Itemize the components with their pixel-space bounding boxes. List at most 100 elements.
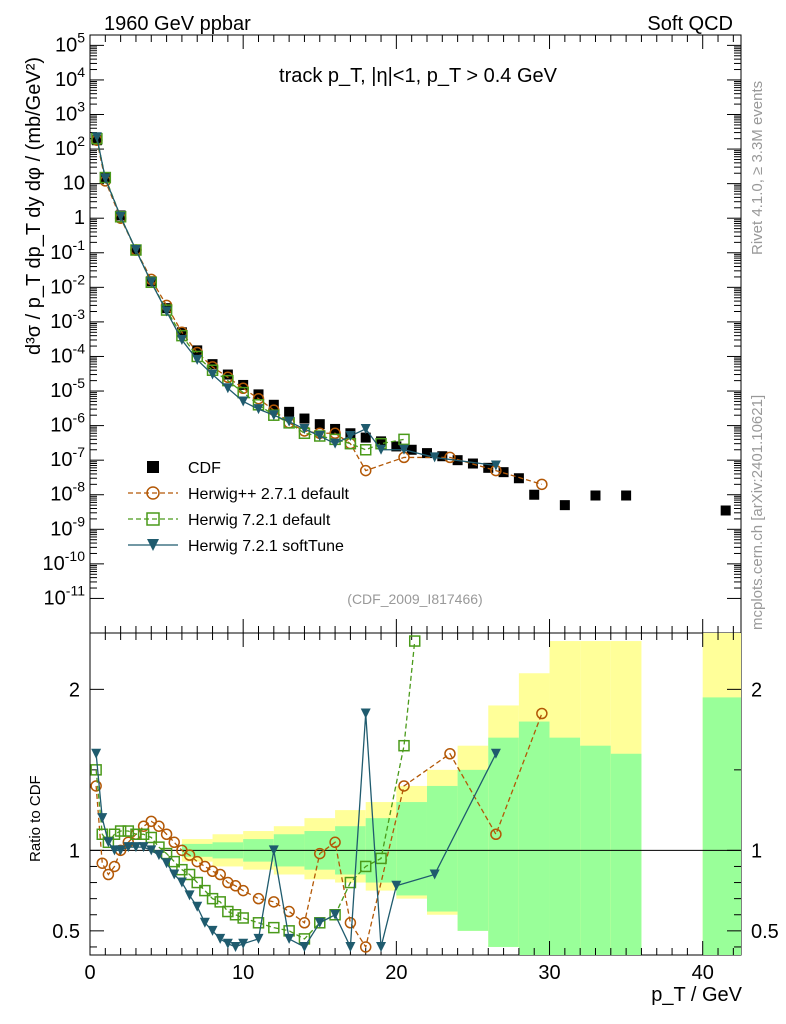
cdf-point [192, 345, 203, 356]
herwig7-default-point [146, 512, 160, 526]
main-y-tick-label: 10-8 [50, 479, 85, 506]
herwig7-softtune-point [429, 452, 440, 463]
herwig7-default-point [229, 909, 242, 921]
main-series-line [96, 140, 543, 485]
herwig7-softtune-point [314, 917, 325, 928]
herwigpp-point [398, 780, 410, 792]
x-tick-label: 0 [84, 962, 95, 984]
herwigpp-point [329, 836, 341, 849]
herwig7-softtune-point [199, 917, 210, 928]
herwigpp-point [490, 828, 502, 840]
herwig7-softtune-point [284, 933, 295, 944]
herwig7-softtune-point [299, 423, 310, 434]
herwig7-softtune-point [345, 941, 356, 952]
herwigpp-point [183, 849, 196, 861]
herwig7-softtune-point [161, 858, 172, 869]
main-y-tick-label: 10-5 [50, 375, 85, 402]
mcplots-label: mcplots.cern.ch [arXiv:2401.10621] [749, 395, 766, 630]
herwig7-default-point [191, 876, 203, 889]
herwigpp-point [102, 868, 115, 881]
cdf-point [720, 505, 731, 516]
herwigpp-point [146, 486, 160, 500]
main-y-tick-label: 10-3 [50, 306, 85, 333]
legend-label: Herwig 7.2.1 default [188, 512, 331, 529]
herwig7-softtune-point [147, 539, 159, 551]
herwig7-softtune-point [222, 383, 233, 394]
herwig7-default-point [408, 635, 421, 647]
herwig7-softtune-point [161, 306, 172, 317]
plot-title: track p_T, |η|<1, p_T > 0.4 GeV [279, 65, 558, 87]
herwig7-softtune-point [299, 941, 310, 952]
cdf-point [299, 413, 310, 424]
herwigpp-point [252, 892, 265, 905]
herwigpp-point [359, 941, 372, 953]
main-axes: 10510410310210110-110-210-310-410-510-61… [43, 29, 741, 633]
herwig7-softtune-point [238, 396, 249, 407]
x-axis-label: p_T / GeV [651, 984, 742, 1006]
herwig7-softtune-point [207, 925, 218, 936]
herwig7-default-point [130, 828, 142, 840]
legend-label: Herwig 7.2.1 softTune [188, 538, 344, 555]
green-band-bin [518, 721, 550, 955]
legend-label: Herwig++ 2.7.1 default [188, 486, 350, 503]
cdf-point [238, 379, 249, 390]
herwigpp-point [252, 392, 265, 405]
herwig7-default-point [359, 444, 372, 456]
herwigpp-point [536, 478, 548, 491]
herwigpp-point [536, 707, 548, 720]
herwig7-softtune-point [123, 842, 134, 853]
ratio-axes: 0.5 0.51 12 20 10 20 30 40 [52, 633, 779, 984]
header-right-title: Soft QCD [647, 13, 733, 35]
herwig7-softtune-point [215, 933, 226, 944]
main-y-tick-label: 10-4 [50, 340, 85, 367]
cdf-point [406, 444, 417, 455]
header-left-title: 1960 GeV ppbar [104, 13, 251, 35]
green-band-bin [610, 753, 642, 955]
herwig7-softtune-point [176, 877, 187, 888]
legend-label: CDF [188, 460, 221, 477]
ratio-y-tick-label-right: 1 [751, 840, 762, 862]
main-y-tick-label: 10-6 [50, 410, 85, 437]
herwig7-softtune-point [207, 369, 218, 380]
cdf-point [559, 500, 570, 511]
herwig7-softtune-point [376, 941, 387, 952]
cdf-point [207, 359, 218, 370]
herwig7-default-point [398, 739, 410, 752]
herwig7-default-point [344, 876, 357, 889]
cdf-point [621, 490, 632, 501]
herwigpp-point [96, 857, 109, 869]
green-band-bin [488, 737, 519, 947]
cdf-point [590, 490, 601, 501]
herwig7-softtune-point [330, 909, 341, 920]
ratio-y-tick-label: 2 [69, 679, 80, 701]
herwig7-softtune-point [222, 938, 233, 949]
x-tick-label: 30 [538, 962, 560, 984]
herwigpp-point [153, 820, 165, 832]
main-y-tick-label: 102 [55, 133, 85, 160]
herwig7-softtune-point [399, 444, 410, 455]
cdf-point [498, 467, 509, 478]
herwig7-softtune-point [130, 245, 141, 256]
ratio-y-tick-label-right: 0.5 [751, 921, 779, 943]
rivet-label: Rivet 4.1.0, ≥ 3.3M events [749, 81, 766, 255]
main-y-tick-label: 10-2 [50, 271, 85, 298]
herwig7-softtune-point [314, 431, 325, 442]
herwig7-softtune-point [268, 410, 279, 421]
herwig7-softtune-point [238, 938, 249, 949]
cdf-point [360, 432, 371, 443]
cdf-point [513, 473, 524, 484]
x-tick-label: 10 [232, 962, 254, 984]
herwigpp-point [298, 917, 311, 929]
herwig7-softtune-point [91, 132, 102, 143]
herwig7-softtune-point [376, 444, 387, 455]
herwig7-default-point [237, 912, 249, 924]
cdf-point [376, 436, 387, 447]
cdf-point [147, 461, 159, 473]
green-band-far-bin [702, 697, 741, 955]
cdf-point [284, 406, 295, 417]
ratio-uncertainty-bands [90, 633, 741, 955]
herwig7-default-point [222, 905, 234, 918]
x-tick-label: 40 [692, 962, 714, 984]
herwigpp-point [444, 451, 456, 464]
